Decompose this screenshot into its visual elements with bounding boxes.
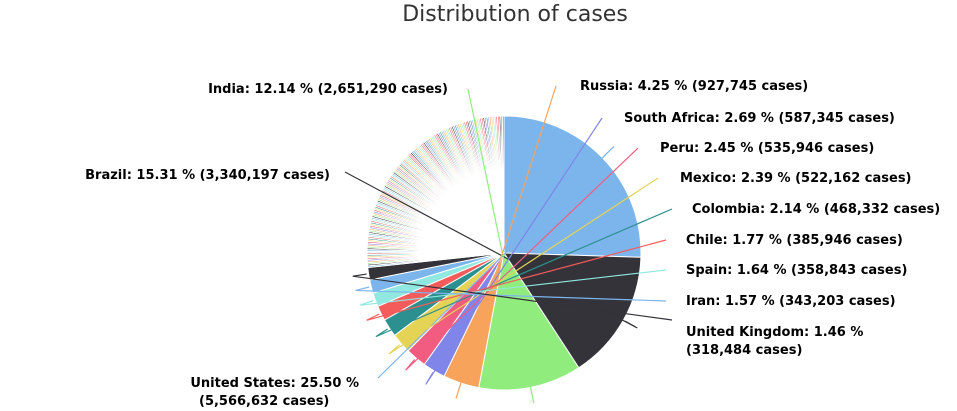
connector-peru [405, 147, 639, 371]
label-united-states: United States: 25.50 % [190, 376, 359, 391]
connector-united-kingdom [352, 273, 673, 321]
connector-mexico [388, 177, 659, 355]
label-brazil: Brazil: 15.31 % (3,340,197 cases) [85, 168, 330, 183]
connector-iran [355, 286, 667, 302]
label-iran: Iran: 1.57 % (343,203 cases) [686, 294, 896, 309]
connector-colombia [375, 208, 673, 338]
label-spain: Spain: 1.64 % (358,843 cases) [686, 263, 907, 278]
connector-chile [366, 239, 667, 321]
label-united-kingdom: United Kingdom: 1.46 % [686, 325, 863, 340]
label-india: India: 12.14 % (2,651,290 cases) [208, 82, 448, 97]
connector-india [467, 88, 535, 404]
pie-slices [366, 115, 642, 391]
label-chile: Chile: 1.77 % (385,946 cases) [686, 233, 903, 248]
label-connectors [344, 85, 673, 404]
label-united-kingdom-cases: (318,484 cases) [686, 343, 802, 358]
connector-spain [359, 269, 667, 306]
label-russia: Russia: 4.25 % (927,745 cases) [580, 79, 808, 94]
slice-other-139[interactable] [501, 115, 505, 254]
connector-south-africa [425, 117, 603, 385]
connector-russia [455, 85, 557, 399]
chart-title: Distribution of cases [402, 2, 628, 27]
label-peru: Peru: 2.45 % (535,946 cases) [660, 141, 874, 156]
label-mexico: Mexico: 2.39 % (522,162 cases) [680, 171, 912, 186]
connector-united-states [377, 146, 615, 379]
data-labels: United States: 25.50 % (5,566,632 cases) B… [85, 79, 940, 409]
label-united-states-cases: (5,566,632 cases) [199, 394, 329, 409]
label-colombia: Colombia: 2.14 % (468,332 cases) [692, 202, 940, 217]
connector-brazil [344, 171, 638, 329]
label-south-africa: South Africa: 2.69 % (587,345 cases) [624, 111, 895, 126]
